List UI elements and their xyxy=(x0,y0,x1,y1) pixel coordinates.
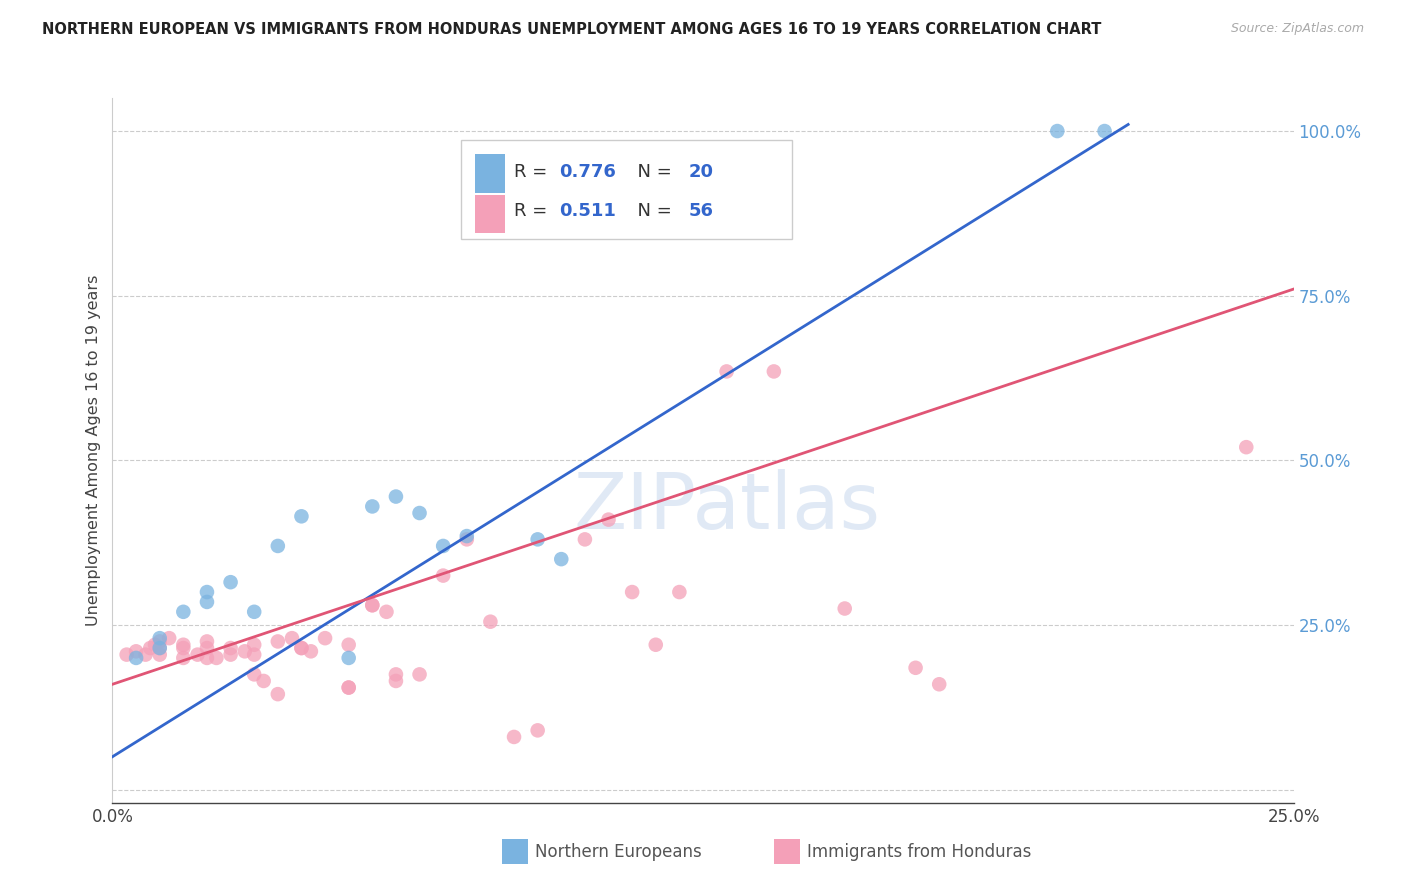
Point xyxy=(716,364,738,378)
Point xyxy=(290,640,312,655)
Point xyxy=(385,667,408,681)
Point xyxy=(172,605,194,619)
Point xyxy=(195,585,218,599)
Point xyxy=(149,631,172,645)
Point xyxy=(172,638,194,652)
Bar xyxy=(475,194,505,234)
Point xyxy=(149,640,172,655)
Point xyxy=(337,681,360,695)
Point xyxy=(219,575,242,590)
Point xyxy=(337,681,360,695)
Point xyxy=(195,634,218,648)
Text: Immigrants from Honduras: Immigrants from Honduras xyxy=(807,843,1032,861)
Point xyxy=(149,634,172,648)
Point xyxy=(290,509,312,524)
Point xyxy=(139,640,162,655)
Point xyxy=(668,585,690,599)
Point xyxy=(281,631,304,645)
Point xyxy=(219,640,242,655)
Point xyxy=(143,638,166,652)
Point xyxy=(385,490,408,504)
Text: 0.511: 0.511 xyxy=(560,202,616,220)
Point xyxy=(186,648,208,662)
Point xyxy=(149,648,172,662)
Point xyxy=(408,506,430,520)
Point xyxy=(314,631,336,645)
Point xyxy=(503,730,526,744)
Text: ZIPatlas: ZIPatlas xyxy=(574,469,880,545)
Point xyxy=(574,533,596,547)
Point xyxy=(253,673,276,688)
Point xyxy=(361,599,384,613)
Point xyxy=(195,640,218,655)
Point xyxy=(299,644,322,658)
Point xyxy=(432,539,454,553)
Point xyxy=(337,638,360,652)
Point xyxy=(644,638,666,652)
Point xyxy=(195,651,218,665)
Point xyxy=(904,661,927,675)
Point xyxy=(361,500,384,514)
Point xyxy=(361,599,384,613)
Text: Source: ZipAtlas.com: Source: ZipAtlas.com xyxy=(1230,22,1364,36)
Point xyxy=(385,673,408,688)
Point xyxy=(598,513,620,527)
Point xyxy=(243,648,266,662)
Point xyxy=(526,533,548,547)
Point xyxy=(550,552,572,566)
Y-axis label: Unemployment Among Ages 16 to 19 years: Unemployment Among Ages 16 to 19 years xyxy=(86,275,101,626)
Text: R =: R = xyxy=(515,163,553,181)
Text: N =: N = xyxy=(626,202,678,220)
Point xyxy=(267,539,290,553)
Point xyxy=(233,644,256,658)
Point xyxy=(157,631,180,645)
Point xyxy=(621,585,644,599)
Point xyxy=(267,687,290,701)
Point xyxy=(267,634,290,648)
Text: 0.776: 0.776 xyxy=(560,163,616,181)
Point xyxy=(125,651,148,665)
Point xyxy=(1046,124,1069,138)
Point xyxy=(172,640,194,655)
Text: N =: N = xyxy=(626,163,678,181)
Text: 20: 20 xyxy=(689,163,714,181)
Point xyxy=(135,648,157,662)
Point xyxy=(243,638,266,652)
Point xyxy=(205,651,228,665)
Bar xyxy=(475,154,505,194)
FancyBboxPatch shape xyxy=(461,140,792,239)
Point xyxy=(172,651,194,665)
Point xyxy=(456,533,478,547)
Point xyxy=(456,529,478,543)
Text: NORTHERN EUROPEAN VS IMMIGRANTS FROM HONDURAS UNEMPLOYMENT AMONG AGES 16 TO 19 Y: NORTHERN EUROPEAN VS IMMIGRANTS FROM HON… xyxy=(42,22,1101,37)
Point xyxy=(762,364,785,378)
Point xyxy=(375,605,398,619)
Point xyxy=(195,595,218,609)
Point xyxy=(219,648,242,662)
Point xyxy=(1234,440,1257,454)
Bar xyxy=(502,839,529,864)
Point xyxy=(432,568,454,582)
Point xyxy=(1094,124,1116,138)
Point xyxy=(526,723,548,738)
Bar xyxy=(773,839,800,864)
Point xyxy=(834,601,856,615)
Point xyxy=(149,640,172,655)
Point xyxy=(928,677,950,691)
Text: R =: R = xyxy=(515,202,558,220)
Point xyxy=(125,644,148,658)
Text: Northern Europeans: Northern Europeans xyxy=(536,843,702,861)
Point xyxy=(408,667,430,681)
Point xyxy=(243,605,266,619)
Point xyxy=(479,615,502,629)
Point xyxy=(115,648,138,662)
Point xyxy=(290,640,312,655)
Point xyxy=(243,667,266,681)
Point xyxy=(337,651,360,665)
Text: 56: 56 xyxy=(689,202,714,220)
